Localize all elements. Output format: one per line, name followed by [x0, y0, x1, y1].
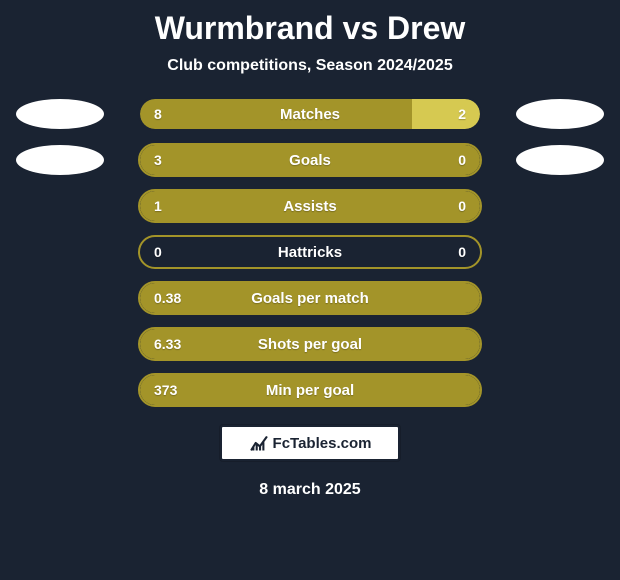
- stat-row: 8 2 Matches: [0, 97, 620, 131]
- stat-label: Goals per match: [251, 290, 369, 307]
- stat-right-value: 0: [458, 244, 466, 260]
- page-title: Wurmbrand vs Drew: [155, 10, 466, 47]
- stat-bar: 373 Min per goal: [138, 373, 482, 407]
- player-left-placeholder: [16, 99, 104, 129]
- stat-row: 0.38 Goals per match: [0, 281, 620, 315]
- stat-row: 3 0 Goals: [0, 143, 620, 177]
- stat-row: 0 0 Hattricks: [0, 235, 620, 269]
- stat-right-value: 0: [458, 198, 466, 214]
- stat-left-value: 8: [154, 106, 162, 122]
- stat-right-value: 2: [458, 106, 466, 122]
- stat-left-value: 373: [154, 382, 177, 398]
- infographic-container: Wurmbrand vs Drew Club competitions, Sea…: [0, 0, 620, 580]
- stat-right-value: 0: [458, 152, 466, 168]
- stat-row: 6.33 Shots per goal: [0, 327, 620, 361]
- stat-label: Hattricks: [278, 244, 342, 261]
- logo-text: FcTables.com: [273, 435, 372, 452]
- chart-icon: [249, 433, 269, 453]
- stat-left-value: 0: [154, 244, 162, 260]
- fctables-logo-badge: FcTables.com: [220, 425, 400, 461]
- stat-left-value: 1: [154, 198, 162, 214]
- stat-row: 1 0 Assists: [0, 189, 620, 223]
- stat-label: Shots per goal: [258, 336, 362, 353]
- stat-label: Goals: [289, 152, 331, 169]
- stat-bar: 8 2 Matches: [138, 97, 482, 131]
- player-left-placeholder: [16, 145, 104, 175]
- bar-left-fill: [140, 99, 412, 129]
- player-right-placeholder: [516, 99, 604, 129]
- stat-bar: 0 0 Hattricks: [138, 235, 482, 269]
- stat-bar: 0.38 Goals per match: [138, 281, 482, 315]
- stat-label: Assists: [283, 198, 336, 215]
- page-subtitle: Club competitions, Season 2024/2025: [167, 57, 452, 75]
- stat-bar: 1 0 Assists: [138, 189, 482, 223]
- stat-label: Min per goal: [266, 382, 354, 399]
- player-right-placeholder: [516, 145, 604, 175]
- stat-bar: 3 0 Goals: [138, 143, 482, 177]
- date-text: 8 march 2025: [259, 481, 360, 499]
- stats-area: 8 2 Matches 3 0 Goals 1 0 Assists 0 0 Hattricks 0.38…: [0, 97, 620, 407]
- stat-left-value: 3: [154, 152, 162, 168]
- stat-row: 373 Min per goal: [0, 373, 620, 407]
- stat-label: Matches: [280, 106, 340, 123]
- stat-left-value: 0.38: [154, 290, 181, 306]
- stat-bar: 6.33 Shots per goal: [138, 327, 482, 361]
- bar-right-fill: [412, 99, 480, 129]
- stat-left-value: 6.33: [154, 336, 181, 352]
